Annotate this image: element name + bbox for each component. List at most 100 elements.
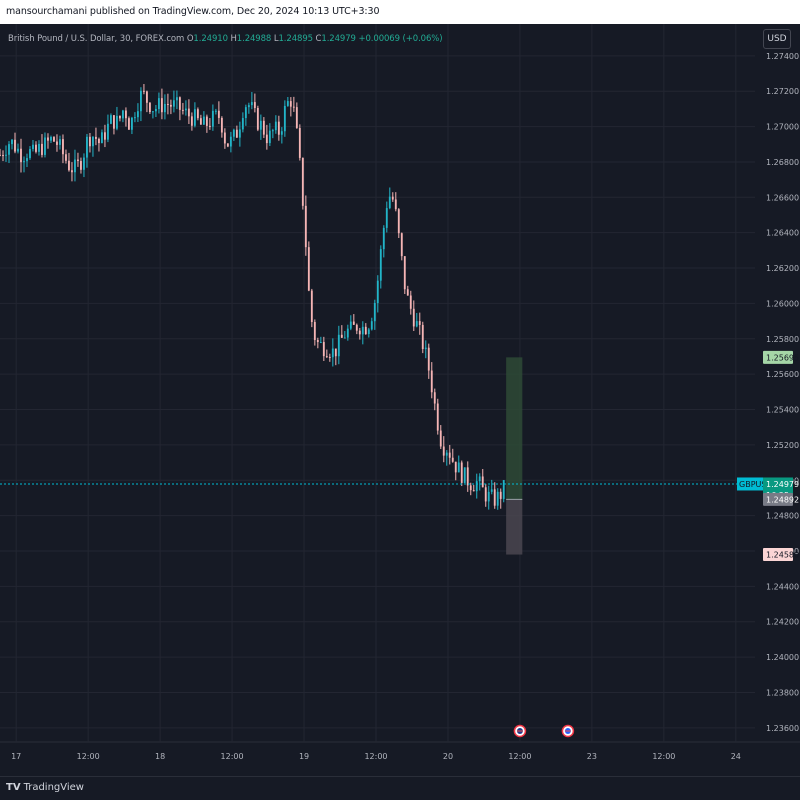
candle-body [262, 120, 265, 135]
flag-uk-icon[interactable] [513, 724, 527, 738]
price-tick-label: 1.25800 [766, 335, 799, 344]
time-tick-label: 12:00 [652, 752, 675, 761]
candle-body [184, 108, 187, 111]
time-tick-label: 12:00 [221, 752, 244, 761]
candle-body [475, 481, 478, 492]
candle-body [358, 330, 361, 335]
chart-canvas[interactable]: 1.27400 1.27200 1.27000 1.26800 1.26600 1.264… [0, 24, 800, 776]
candle-body [499, 491, 502, 499]
candle-body [385, 208, 388, 228]
candle-body [469, 485, 472, 491]
candle-body [280, 131, 283, 135]
entry-price-tag-bg [763, 492, 793, 506]
candle-body [406, 289, 409, 296]
time-tick-label: 23 [587, 752, 597, 761]
candle-body [92, 136, 94, 147]
candle-body [38, 143, 40, 152]
candle-body [241, 118, 244, 130]
candle-body [17, 148, 19, 152]
candle-body [29, 149, 31, 159]
candle-body [71, 170, 73, 173]
candle-body [352, 321, 355, 325]
candle-body [361, 326, 364, 335]
candle-body [8, 144, 10, 155]
candle-body [244, 107, 247, 119]
candle-body [319, 342, 322, 344]
candle-body [199, 118, 202, 125]
candle-body [277, 121, 280, 135]
candle-body [116, 115, 118, 129]
candle-body [14, 139, 16, 152]
candle-body [340, 334, 343, 338]
candle-body [478, 476, 481, 482]
candle-body [41, 143, 43, 155]
symbol-tag-text: GBPUSD [739, 480, 773, 489]
candle-body [463, 467, 466, 483]
candle-body [151, 111, 154, 113]
chart-area[interactable]: 1.27400 1.27200 1.27000 1.26800 1.26600 1.264… [0, 24, 800, 776]
candle-body [343, 337, 346, 339]
candle-body [454, 461, 457, 473]
candle-body [493, 489, 496, 506]
price-tick-label: 1.26400 [766, 229, 799, 238]
time-tick-label: 12:00 [364, 752, 387, 761]
candle-body [65, 154, 67, 161]
event-markers[interactable] [513, 724, 575, 738]
candle-body [424, 347, 427, 350]
candle-body [442, 446, 445, 456]
symbol-tag-bg [737, 477, 763, 491]
tradingview-logo[interactable]: TV TradingView [6, 782, 84, 793]
candle-body [427, 347, 430, 371]
candle-body [367, 329, 370, 335]
entry-price-tag: 1.24892 [763, 492, 799, 506]
time-axis[interactable]: 17 12:00 18 12:00 19 12:00 20 12:00 23 12:00 24 [11, 752, 741, 761]
candle-body [148, 102, 151, 113]
candle-body [122, 110, 124, 119]
price-tick-label: 1.25200 [766, 441, 799, 450]
price-axis[interactable]: 1.27400 1.27200 1.27000 1.26800 1.26600 1.264… [766, 52, 799, 733]
flag-us-icon[interactable] [561, 724, 575, 738]
candle-body [334, 348, 337, 357]
candle-body [430, 370, 433, 393]
high-label: H [230, 34, 237, 44]
candle-body [110, 115, 112, 124]
price-tick-label: 1.23800 [766, 688, 799, 697]
candle-body [451, 457, 454, 462]
candle-body [457, 462, 460, 473]
candle-body [169, 104, 172, 107]
candle-body [229, 136, 232, 147]
time-tick-label: 24 [731, 752, 741, 761]
stop-loss-zone [506, 499, 523, 555]
stop-loss-tag-text: 1.24580 [766, 551, 799, 560]
candle-body [205, 116, 208, 126]
stop-loss-tag-bg [763, 548, 793, 562]
candle-body [178, 97, 181, 110]
time-tick-label: 19 [299, 752, 309, 761]
candle-body [133, 117, 136, 119]
candle-body [44, 137, 46, 155]
candle-body [487, 491, 490, 502]
candle-body [193, 109, 196, 126]
candle-body [268, 130, 271, 144]
candle-body [322, 342, 325, 357]
candle-body [289, 101, 292, 107]
candle-body [421, 324, 424, 350]
candle-body [131, 117, 133, 130]
candle-body [439, 430, 442, 447]
candle-body [35, 144, 37, 152]
candle-body [394, 199, 397, 210]
low-value: 1.24895 [278, 34, 313, 44]
footer-bar: TV TradingView [0, 776, 800, 800]
candle-body [128, 118, 130, 130]
candle-body [59, 139, 61, 145]
currency-button[interactable]: USD [763, 29, 791, 49]
price-tick-label: 1.26800 [766, 158, 799, 167]
candle-body [415, 321, 418, 327]
take-profit-zone [506, 357, 523, 500]
candle-body [433, 392, 436, 404]
candle-body [220, 117, 223, 133]
candle-body [125, 110, 127, 119]
candle-body [325, 356, 328, 358]
candle-body [113, 115, 115, 129]
